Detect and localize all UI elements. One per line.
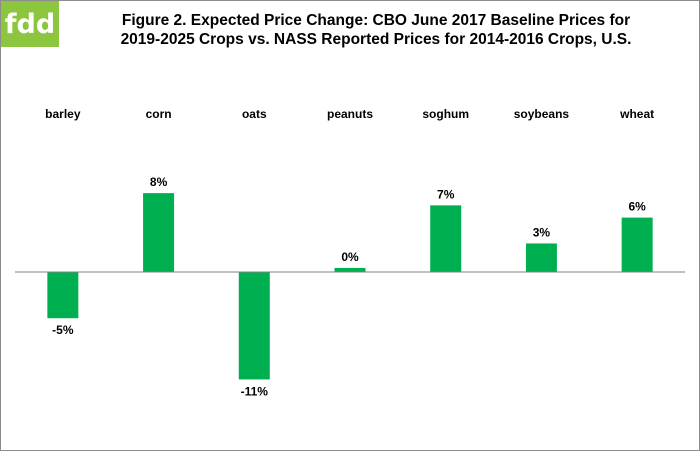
data-label-wheat: 6% xyxy=(628,200,646,214)
fdd-logo: fdd xyxy=(1,1,59,47)
data-label-peanuts: 0% xyxy=(341,250,359,264)
bar-soghum xyxy=(430,205,462,272)
bar-soybeans xyxy=(525,243,557,272)
chart-title-line-2: 2019-2025 Crops vs. NASS Reported Prices… xyxy=(120,31,632,48)
labels-group: barley -5% corn 8% oats -11% peanuts 0% soghum 7%… xyxy=(45,107,654,398)
data-label-oats: -11% xyxy=(241,384,269,398)
bar-peanuts xyxy=(334,267,366,272)
bar-wheat xyxy=(621,217,653,272)
bars-group xyxy=(47,193,653,380)
category-label-peanuts: peanuts xyxy=(327,107,373,121)
category-label-soybeans: soybeans xyxy=(514,107,570,121)
data-label-corn: 8% xyxy=(150,175,168,189)
data-label-soybeans: 3% xyxy=(533,225,551,239)
category-label-corn: corn xyxy=(146,107,172,121)
category-label-soghum: soghum xyxy=(422,107,469,121)
category-label-wheat: wheat xyxy=(619,107,654,121)
chart-title-line-1: Figure 2. Expected Price Change: CBO Jun… xyxy=(121,12,631,29)
data-label-barley: -5% xyxy=(52,323,74,337)
data-label-soghum: 7% xyxy=(437,187,455,201)
bar-corn xyxy=(143,193,175,272)
chart-title: Figure 2. Expected Price Change: CBO Jun… xyxy=(71,11,681,49)
bar-oats xyxy=(238,272,270,380)
category-label-oats: oats xyxy=(242,107,267,121)
bar-barley xyxy=(47,272,79,319)
category-label-barley: barley xyxy=(45,107,81,121)
